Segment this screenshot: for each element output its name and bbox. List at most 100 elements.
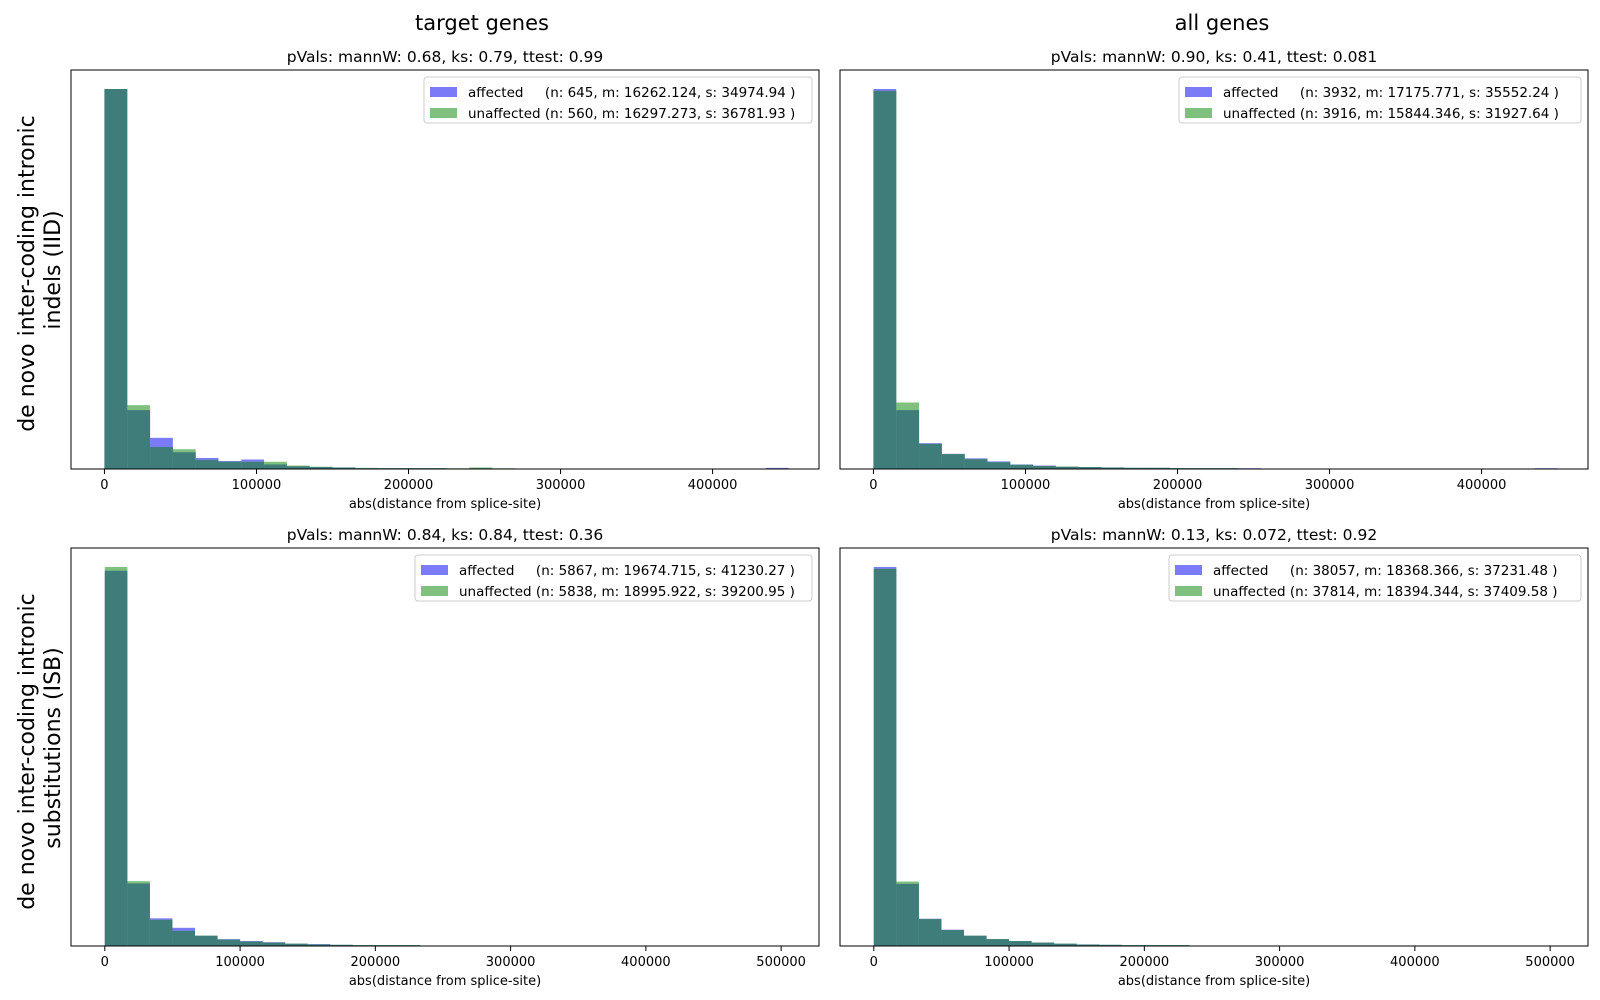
bar-overlap <box>1031 942 1055 946</box>
x-tick-label: 400000 <box>1457 478 1507 493</box>
row-label-isb-line2: substitutions (ISB) <box>41 647 66 848</box>
bar-overlap <box>1124 467 1148 469</box>
x-tick-label: 200000 <box>384 478 434 493</box>
plot-frame <box>70 69 820 470</box>
legend-unaffected-label: unaffected (n: 5838, m: 18995.922, s: 39… <box>459 584 795 600</box>
histogram-panel-4: pVals: mannW: 0.13, ks: 0.072, ttest: 0.… <box>839 526 1589 989</box>
bar-overlap <box>104 570 128 946</box>
bar-overlap <box>987 462 1011 469</box>
x-tick-label: 0 <box>870 955 878 970</box>
bar-overlap <box>873 90 897 470</box>
row-label-iid-line1: de novo inter-coding intronic <box>15 115 40 432</box>
legend-affected-swatch <box>421 565 448 575</box>
bar-overlap <box>1147 467 1170 469</box>
legend-box <box>414 554 813 602</box>
legend-unaffected-swatch <box>430 108 457 118</box>
x-tick-label: 500000 <box>1525 955 1575 970</box>
col-title-all-genes: all genes <box>1175 11 1270 35</box>
histogram-panel-1: pVals: mannW: 0.68, ks: 0.79, ttest: 0.9… <box>70 48 820 512</box>
bar-overlap <box>217 939 241 946</box>
x-tick-label: 100000 <box>232 478 282 493</box>
plot-frame <box>839 547 1589 947</box>
plot-frame <box>839 69 1589 470</box>
bar-overlap <box>195 459 219 469</box>
bar-overlap <box>896 410 920 469</box>
plot-area <box>840 548 1588 946</box>
bar-overlap <box>1076 944 1100 946</box>
bar-overlap <box>964 459 988 469</box>
bar-overlap <box>1078 467 1102 469</box>
legend-affected-label: affected (n: 645, m: 16262.124, s: 34974… <box>468 85 795 101</box>
x-tick-label: 100000 <box>215 955 265 970</box>
x-tick-label: 100000 <box>984 955 1034 970</box>
bar-overlap <box>330 944 353 946</box>
bar-overlap <box>1010 464 1034 469</box>
bar-overlap <box>286 466 310 469</box>
bar-overlap <box>149 919 173 946</box>
bar-affected <box>765 467 789 469</box>
bar-overlap <box>307 944 331 946</box>
x-tick-label: 0 <box>101 955 109 970</box>
row-label-iid-line2: indels (IID) <box>41 210 66 329</box>
row-label-iid: de novo inter-coding intronic indels (II… <box>15 108 66 432</box>
bar-overlap <box>1099 944 1122 946</box>
bar-overlap <box>218 461 242 469</box>
bar-overlap <box>1009 941 1032 946</box>
row-label-isb: de novo inter-coding intronic substituti… <box>15 586 66 910</box>
panel-title: pVals: mannW: 0.68, ks: 0.79, ttest: 0.9… <box>287 48 604 66</box>
x-tick-label: 0 <box>100 478 108 493</box>
bar-overlap <box>1055 466 1079 469</box>
x-tick-label: 300000 <box>536 478 586 493</box>
plot-area <box>71 548 819 946</box>
bar-overlap <box>963 935 987 946</box>
x-axis-label: abs(distance from splice-site) <box>1118 497 1310 512</box>
legend-affected-label: affected (n: 38057, m: 18368.366, s: 372… <box>1213 563 1558 579</box>
x-tick-label: 400000 <box>1390 955 1440 970</box>
panel-title: pVals: mannW: 0.84, ks: 0.84, ttest: 0.3… <box>287 526 604 544</box>
bar-overlap <box>150 446 173 469</box>
legend-affected-swatch <box>1175 565 1202 575</box>
bar-overlap <box>264 464 287 469</box>
bar-overlap <box>241 461 265 469</box>
x-tick-label: 300000 <box>1255 955 1305 970</box>
bar-overlap <box>285 943 308 946</box>
col-title-target-genes: target genes <box>415 11 549 35</box>
legend-box <box>1178 76 1582 124</box>
bar-overlap <box>127 410 151 469</box>
x-axis-label: abs(distance from splice-site) <box>1118 974 1310 989</box>
x-axis-label: abs(distance from splice-site) <box>349 974 541 989</box>
x-axis-label: abs(distance from splice-site) <box>349 497 541 512</box>
bar-overlap <box>172 930 195 946</box>
panel-title: pVals: mannW: 0.90, ks: 0.41, ttest: 0.0… <box>1051 48 1377 66</box>
legend-affected-label: affected (n: 5867, m: 19674.715, s: 4123… <box>459 563 795 579</box>
bar-overlap <box>918 919 942 946</box>
legend-affected-swatch <box>430 87 457 97</box>
x-tick-label: 400000 <box>688 478 738 493</box>
legend-affected-swatch <box>1185 87 1212 97</box>
histogram-panel-3: pVals: mannW: 0.84, ks: 0.84, ttest: 0.3… <box>70 526 820 989</box>
bar-overlap <box>873 568 897 946</box>
x-tick-label: 500000 <box>756 955 806 970</box>
plot-area <box>71 70 819 469</box>
bar-overlap <box>1054 943 1077 946</box>
histogram-panel-2: pVals: mannW: 0.90, ks: 0.41, ttest: 0.0… <box>839 48 1589 512</box>
legend-unaffected-label: unaffected (n: 560, m: 16297.273, s: 367… <box>468 106 795 122</box>
bar-overlap <box>941 454 965 469</box>
bar-overlap <box>941 930 964 946</box>
bar-overlap <box>986 939 1010 946</box>
bar-overlap <box>262 942 286 946</box>
legend-unaffected-label: unaffected (n: 3916, m: 15844.346, s: 31… <box>1223 106 1559 122</box>
x-tick-label: 300000 <box>486 955 536 970</box>
plot-area <box>840 70 1588 469</box>
bar-overlap <box>194 935 218 946</box>
bar-overlap <box>1101 467 1125 469</box>
x-tick-label: 200000 <box>1120 955 1170 970</box>
bar-overlap <box>127 883 150 946</box>
bar-overlap <box>104 89 128 469</box>
legend-affected-label: affected (n: 3932, m: 17175.771, s: 3555… <box>1223 85 1559 101</box>
row-label-isb-line1: de novo inter-coding intronic <box>15 593 40 910</box>
bar-overlap <box>240 941 263 946</box>
legend-box <box>1168 554 1582 602</box>
x-tick-label: 400000 <box>621 955 671 970</box>
